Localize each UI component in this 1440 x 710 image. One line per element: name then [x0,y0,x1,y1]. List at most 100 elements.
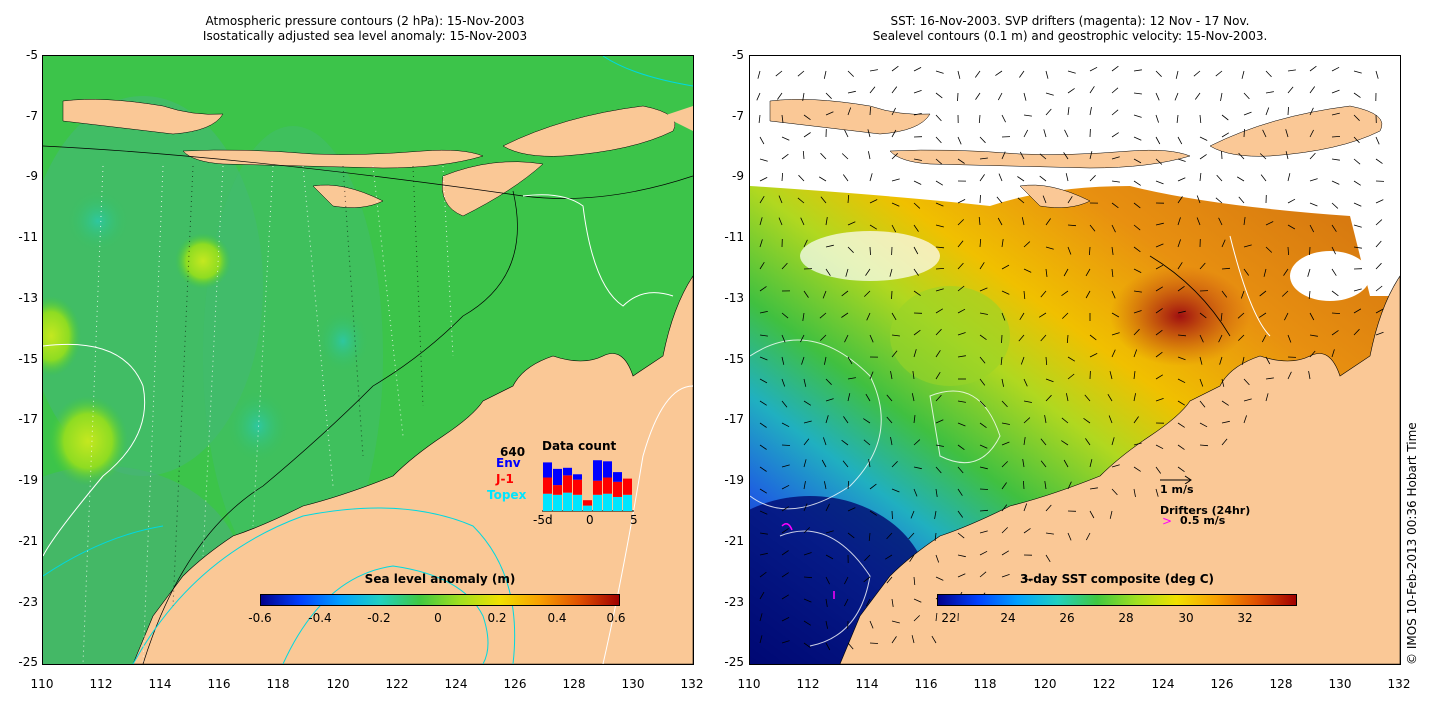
sea-level-colorbar [260,594,620,606]
left-x-tick: 112 [89,677,113,691]
velocity-arrow [781,506,789,512]
velocity-arrow [1243,398,1252,402]
velocity-arrow [1375,308,1384,314]
left-title-line1: Atmospheric pressure contours (2 hPa): 1… [205,14,525,28]
velocity-arrow [1307,268,1311,277]
velocity-arrow [1084,394,1091,402]
velocity-arrow [841,153,849,160]
velocity-arrow [1039,153,1047,160]
velocity-arrow [844,576,849,585]
velocity-arrow [1221,400,1229,406]
velocity-arrow [825,503,830,512]
left-x-tick: 122 [385,677,409,691]
velocity-arrow [1045,394,1052,402]
velocity-arrow [869,371,874,380]
velocity-arrow [775,70,783,77]
velocity-arrow [1040,460,1047,468]
velocity-arrow [847,107,852,116]
velocity-arrow [1353,308,1362,314]
velocity-arrow [1375,136,1380,145]
velocity-arrow [865,393,871,402]
velocity-arrow [781,528,789,534]
left-y-tick: -21 [18,534,38,548]
velocity-arrow [1089,510,1095,519]
velocity-arrow [979,422,987,429]
velocity-arrow [935,328,942,336]
velocity-arrow [1063,152,1069,160]
velocity-arrow [847,356,853,365]
velocity-arrow [759,286,767,292]
velocity-arrow [957,554,966,558]
velocity-arrow [825,598,828,607]
velocity-arrow [1287,106,1289,116]
velocity-arrow [957,240,964,248]
velocity-arrow [759,488,768,494]
right-y-tick: -9 [732,169,744,183]
velocity-arrow [825,244,834,248]
velocity-arrow [957,262,964,270]
data-count-bar-env [563,467,572,476]
velocity-arrow [975,92,981,100]
velocity-arrow [1309,107,1314,116]
velocity-arrow [863,439,871,446]
velocity-arrow [1045,246,1054,250]
velocity-arrow [890,371,893,380]
right-title-line1: SST: 16-Nov-2003. SVP drifters (magenta)… [890,14,1250,28]
velocity-arrow [889,268,893,277]
velocity-arrow [979,488,989,490]
right-x-tick: 112 [796,677,820,691]
velocity-arrow [957,70,961,79]
velocity-arrow [1111,268,1114,278]
velocity-arrow [913,415,916,424]
velocity-arrow [1001,441,1010,446]
velocity-arrow [1155,466,1162,474]
velocity-arrow [998,173,1003,182]
velocity-arrow [824,481,827,490]
velocity-arrow [1177,262,1183,270]
velocity-arrow [1133,328,1140,336]
right-y-tick: -17 [724,412,744,426]
velocity-arrow [1199,356,1203,365]
velocity-arrow [1155,398,1164,402]
velocity-arrow [957,158,965,164]
right-map-plot[interactable] [749,55,1401,665]
velocity-arrow [935,180,944,186]
data-count-bar-topex [583,505,592,511]
velocity-arrow [997,92,1003,101]
velocity-arrow [935,224,944,228]
right-x-tick: 128 [1269,677,1293,691]
sst-colorbar-tick: 32 [1237,611,1253,625]
velocity-arrow [1199,312,1207,319]
velocity-arrow [1155,488,1159,497]
right-x-tick: 126 [1210,677,1234,691]
velocity-arrow [935,70,944,74]
velocity-arrow [1331,224,1337,232]
velocity-arrow [1243,111,1252,116]
velocity-arrow [1023,576,1032,582]
velocity-arrow [1309,224,1315,233]
credit-text: © IMOS 10-Feb-2013 00:36 Hobart Time [1405,422,1419,665]
velocity-arrow [957,444,965,451]
velocity-arrow [935,371,941,380]
velocity-arrow [1133,224,1141,231]
velocity-arrow [1220,92,1223,101]
velocity-arrow [891,488,900,493]
data-count-x-tick: 5 [630,513,638,527]
velocity-arrow [1177,378,1186,384]
left-map-plot[interactable] [42,55,694,665]
velocity-arrow [1089,459,1093,468]
sst-map [750,56,1400,664]
velocity-arrow [869,69,878,72]
velocity-arrow [759,177,768,182]
velocity-arrow [1155,264,1164,270]
velocity-arrow [1155,351,1163,358]
velocity-arrow [759,613,763,622]
velocity-arrow [1309,152,1316,160]
velocity-arrow [957,219,964,226]
velocity-arrow [868,151,871,160]
data-count-bar-topex [613,496,622,511]
velocity-arrow [1265,393,1269,402]
drifter-speed-label: 0.5 m/s [1180,514,1226,527]
velocity-arrow [1176,114,1179,123]
velocity-arrow [823,437,827,446]
